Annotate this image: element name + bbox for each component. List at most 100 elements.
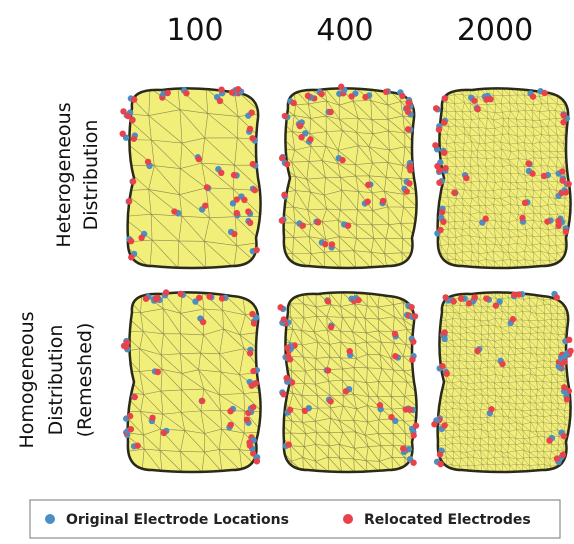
electrode-relocated bbox=[219, 295, 225, 301]
row-label-line: Distribution bbox=[80, 120, 102, 231]
electrode-relocated bbox=[541, 90, 547, 96]
electrode-relocated bbox=[474, 348, 480, 354]
electrode-relocated bbox=[217, 98, 223, 104]
electrode-relocated bbox=[377, 402, 383, 408]
electrode-relocated bbox=[247, 126, 253, 132]
electrode-relocated bbox=[235, 86, 241, 92]
electrode-relocated bbox=[231, 231, 237, 237]
electrode-relocated bbox=[277, 304, 283, 310]
electrode-relocated bbox=[345, 223, 351, 229]
electrode-relocated bbox=[247, 220, 253, 226]
mesh-panel bbox=[278, 84, 418, 268]
electrode-relocated bbox=[163, 289, 169, 295]
electrode-relocated bbox=[567, 348, 573, 354]
row-label: Heterogeneous Distribution bbox=[53, 102, 102, 247]
electrode-relocated bbox=[437, 227, 443, 233]
electrode-relocated bbox=[564, 396, 570, 402]
electrode-relocated bbox=[399, 93, 405, 99]
electrode-relocated bbox=[206, 293, 212, 299]
electrode-relocated bbox=[432, 142, 438, 148]
electrode-relocated bbox=[436, 126, 442, 132]
electrode-relocated bbox=[233, 196, 239, 202]
electrode-relocated bbox=[561, 359, 567, 365]
electrode-relocated bbox=[541, 173, 547, 179]
electrode-relocated bbox=[286, 441, 292, 447]
electrode-relocated bbox=[355, 297, 361, 303]
electrode-relocated bbox=[325, 367, 331, 373]
electrode-relocated bbox=[218, 86, 224, 92]
electrode-relocated bbox=[177, 291, 183, 297]
mesh-panel bbox=[277, 292, 419, 472]
figure: 100 400 2000 Heterogeneous Distribution … bbox=[0, 0, 574, 544]
electrode-relocated bbox=[328, 324, 334, 330]
mesh-panel bbox=[120, 86, 262, 268]
electrode-relocated bbox=[120, 131, 126, 137]
electrode-relocated bbox=[561, 384, 567, 390]
electrode-relocated bbox=[284, 161, 290, 167]
electrode-relocated bbox=[441, 422, 447, 428]
electrode-relocated bbox=[315, 219, 321, 225]
electrode-relocated bbox=[126, 198, 132, 204]
electrode-relocated bbox=[408, 304, 414, 310]
electrode-relocated bbox=[228, 422, 234, 428]
electrode-relocated bbox=[227, 408, 233, 414]
row-label-line: Homogeneous bbox=[16, 311, 38, 448]
electrode-relocated bbox=[519, 215, 525, 221]
electrode-relocated bbox=[472, 294, 478, 300]
electrode-relocated bbox=[482, 216, 488, 222]
electrode-relocated bbox=[329, 241, 335, 247]
electrode-relocated bbox=[280, 391, 286, 397]
electrode-relocated bbox=[285, 353, 291, 359]
electrode-relocated bbox=[247, 442, 253, 448]
electrode-relocated bbox=[183, 90, 189, 96]
mesh-panel bbox=[432, 88, 572, 268]
electrode-relocated bbox=[530, 93, 536, 99]
electrode-relocated bbox=[338, 84, 344, 90]
electrode-relocated bbox=[559, 168, 565, 174]
electrode-relocated bbox=[322, 241, 328, 247]
electrode-relocated bbox=[134, 443, 140, 449]
electrode-relocated bbox=[202, 202, 208, 208]
electrode-relocated bbox=[252, 187, 258, 193]
electrode-relocated bbox=[244, 416, 250, 422]
electrode-relocated bbox=[297, 123, 303, 129]
electrode-relocated bbox=[439, 209, 445, 215]
electrode-relocated bbox=[458, 295, 464, 301]
column-label: 100 bbox=[166, 13, 223, 48]
electrode-relocated bbox=[318, 91, 324, 97]
electrode-relocated bbox=[529, 170, 535, 176]
electrode-relocated bbox=[400, 445, 406, 451]
electrode-relocated bbox=[413, 422, 419, 428]
electrode-relocated bbox=[561, 433, 567, 439]
electrode-relocated bbox=[444, 371, 450, 377]
electrode-relocated bbox=[441, 329, 447, 335]
electrode-relocated bbox=[450, 298, 456, 304]
legend-dot bbox=[343, 514, 353, 524]
electrode-relocated bbox=[250, 368, 256, 374]
electrode-relocated bbox=[307, 136, 313, 142]
electrode-relocated bbox=[362, 94, 368, 100]
electrode-relocated bbox=[128, 426, 134, 432]
electrode-relocated bbox=[474, 106, 480, 112]
electrode-relocated bbox=[511, 292, 517, 298]
electrode-relocated bbox=[463, 175, 469, 181]
electrode-relocated bbox=[560, 119, 566, 125]
electrode-relocated bbox=[441, 150, 447, 156]
electrode-relocated bbox=[410, 460, 416, 466]
electrode-relocated bbox=[171, 208, 177, 214]
electrode-relocated bbox=[346, 348, 352, 354]
electrode-relocated bbox=[245, 208, 251, 214]
electrode-relocated bbox=[410, 339, 416, 345]
electrode-relocated bbox=[281, 316, 287, 322]
electrode-relocated bbox=[251, 320, 257, 326]
electrode-relocated bbox=[325, 298, 331, 304]
electrode-relocated bbox=[145, 159, 151, 165]
electrode-relocated bbox=[196, 295, 202, 301]
electrode-relocated bbox=[327, 398, 333, 404]
electrode-relocated bbox=[161, 430, 167, 436]
electrode-relocated bbox=[131, 136, 137, 142]
electrode-relocated bbox=[250, 404, 256, 410]
electrode-relocated bbox=[165, 90, 171, 96]
electrode-relocated bbox=[298, 134, 304, 140]
electrode-relocated bbox=[250, 161, 256, 167]
